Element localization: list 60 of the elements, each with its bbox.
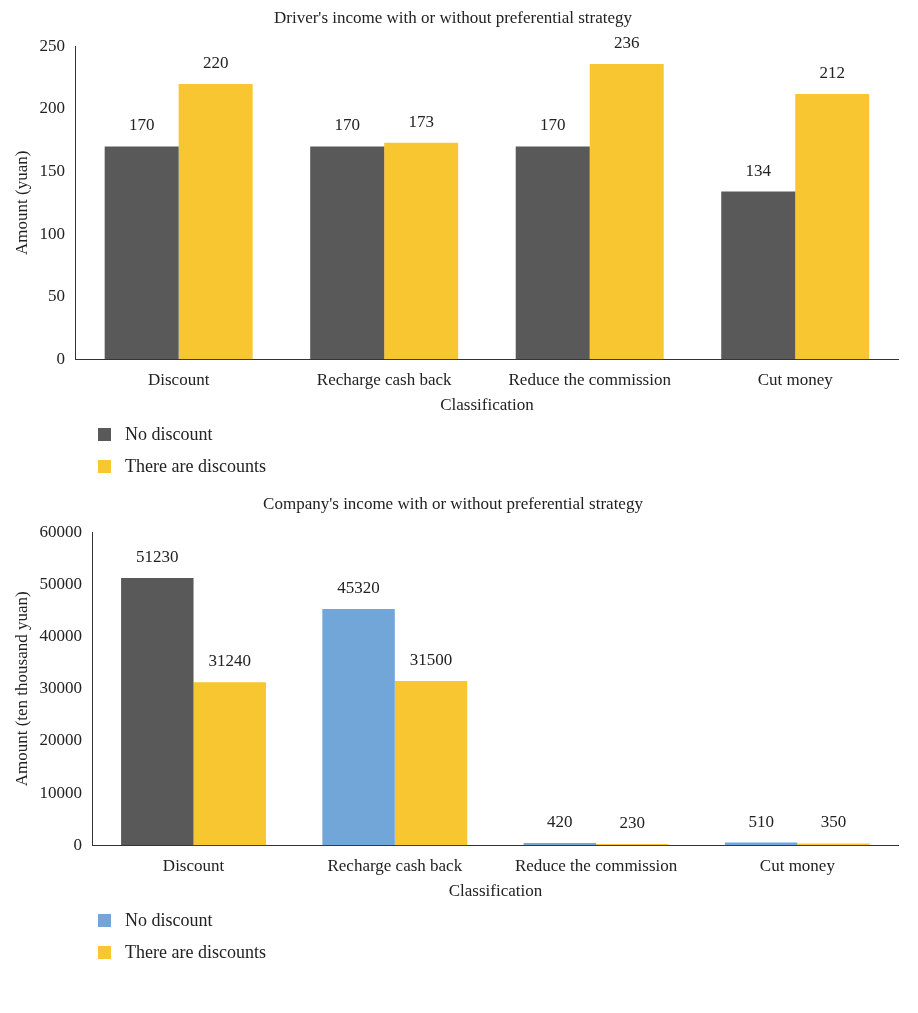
- data-label: 31500: [409, 649, 453, 669]
- data-label: 31240: [208, 651, 252, 671]
- y-tick-label: 30000: [39, 678, 82, 698]
- legend-label: There are discounts: [125, 941, 266, 963]
- y-tick-label: 0: [73, 834, 82, 854]
- bar: [394, 680, 468, 846]
- data-label: 170: [128, 115, 155, 135]
- x-tick-label: Recharge cash back: [316, 369, 453, 389]
- x-axis-title: Classification: [448, 881, 543, 901]
- bar: [193, 682, 266, 846]
- bar: [310, 146, 385, 360]
- bar: [322, 608, 395, 846]
- x-tick-label: Reduce the commission: [514, 855, 678, 875]
- bar: [795, 93, 870, 360]
- data-label: 45320: [337, 577, 380, 597]
- data-label: 230: [619, 812, 646, 832]
- bar: [515, 146, 590, 360]
- bar: [384, 142, 459, 360]
- bar: [178, 83, 253, 360]
- x-tick-label: Reduce the commission: [508, 369, 672, 389]
- data-label: 51230: [136, 547, 179, 567]
- bar: [121, 578, 194, 846]
- data-label: 350: [820, 812, 847, 832]
- y-tick-label: 20000: [39, 730, 82, 750]
- bar: [523, 843, 597, 846]
- legend-label: There are discounts: [125, 455, 266, 477]
- data-label: 134: [745, 160, 772, 180]
- y-tick-label: 40000: [39, 626, 82, 646]
- bar: [104, 146, 179, 360]
- chart-title: Company's income with or without preferential strategy: [263, 493, 644, 513]
- data-label: 236: [613, 32, 640, 52]
- y-tick-label: 60000: [39, 521, 82, 541]
- y-tick-label: 200: [39, 98, 65, 118]
- x-tick-label: Discount: [147, 369, 210, 389]
- x-tick-label: Recharge cash back: [327, 855, 463, 875]
- y-axis-title: Amount (yuan): [11, 150, 31, 255]
- data-label: 510: [748, 811, 774, 831]
- bar: [721, 191, 796, 360]
- data-label: 220: [202, 52, 229, 72]
- y-tick-label: 10000: [39, 782, 82, 802]
- data-label: 170: [334, 115, 360, 135]
- y-tick-label: 50000: [39, 574, 82, 593]
- data-label: 173: [408, 111, 434, 131]
- y-tick-label: 50: [47, 286, 65, 306]
- x-axis-title: Classification: [440, 395, 535, 415]
- data-label: 170: [539, 115, 566, 135]
- x-tick-label: Cut money: [757, 369, 834, 389]
- data-label: 420: [547, 811, 573, 831]
- x-tick-label: Cut money: [759, 855, 836, 875]
- legend-label: No discount: [125, 909, 213, 931]
- chart-title: Driver's income with or without preferential strategy: [273, 7, 633, 27]
- y-tick-label: 100: [39, 223, 65, 243]
- x-tick-label: Discount: [162, 855, 225, 875]
- y-axis-title: Amount (ten thousand yuan): [11, 591, 31, 787]
- legend-label: No discount: [125, 423, 213, 445]
- bar: [589, 63, 664, 360]
- y-tick-label: 250: [39, 35, 65, 55]
- y-tick-label: 0: [56, 348, 65, 368]
- data-label: 212: [819, 62, 845, 82]
- y-tick-label: 150: [39, 160, 65, 180]
